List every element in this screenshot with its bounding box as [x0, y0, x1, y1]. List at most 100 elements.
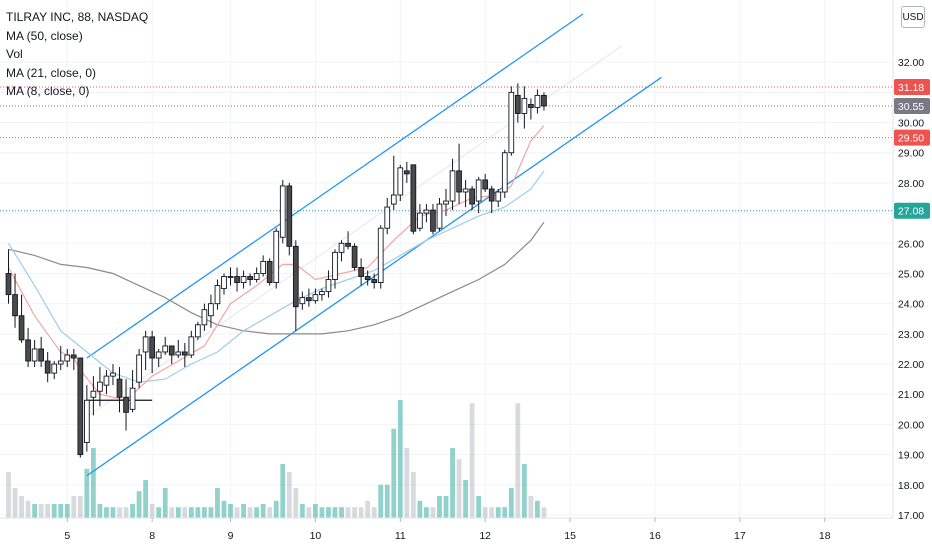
candle [18, 315, 25, 341]
candle [332, 251, 338, 280]
volume-bar [64, 504, 70, 520]
candle [423, 209, 430, 214]
volume-bar [352, 507, 357, 520]
candle [208, 303, 214, 317]
price-tag-label: 29.50 [898, 133, 924, 145]
volume-bar [162, 488, 168, 520]
volume-bar [254, 507, 260, 520]
candle [266, 260, 273, 283]
candle [501, 152, 508, 193]
candle [279, 185, 286, 238]
volume-bar [12, 488, 18, 520]
volume-bar [38, 504, 44, 520]
volume-bar [136, 491, 142, 520]
volume-bar [19, 496, 24, 520]
candle [97, 381, 103, 392]
time-axis-panel[interactable] [0, 518, 932, 550]
candle [234, 276, 240, 283]
price-tick-label: 18.00 [898, 480, 924, 492]
candle [390, 194, 397, 205]
candle [462, 188, 469, 193]
candle [397, 167, 404, 196]
price-tag [894, 129, 930, 146]
candle [482, 179, 489, 190]
volume-bar [410, 472, 416, 520]
candle [25, 339, 31, 362]
candle [44, 360, 51, 374]
candle [142, 336, 149, 353]
channel-upper-line[interactable] [86, 13, 584, 359]
legend-ma21[interactable]: MA (21, close, 0) [6, 65, 97, 80]
volume-bar [339, 507, 344, 520]
candle [436, 203, 443, 229]
volume-bar [25, 500, 31, 520]
candle [430, 209, 436, 232]
candle [495, 191, 502, 202]
volume-bar [332, 507, 338, 520]
price-tag [894, 78, 930, 95]
time-tick-label: 8 [149, 530, 155, 542]
price-tick-label: 26.00 [898, 238, 924, 250]
volume-bar [234, 507, 240, 520]
legend-ma50[interactable]: MA (50, close) [6, 28, 83, 43]
candle [31, 348, 38, 362]
candle [469, 188, 475, 205]
legend-vol[interactable]: Vol [6, 47, 23, 61]
time-tick-label: 9 [228, 530, 234, 542]
price-tick-label: 19.00 [898, 450, 924, 462]
price-tag [894, 202, 930, 219]
volume-bar [228, 504, 233, 520]
volume-bar [326, 507, 331, 520]
volume-bar [143, 480, 149, 520]
price-tag-label: 30.55 [898, 101, 924, 113]
ma21-line [7, 170, 545, 383]
volume-bar [84, 468, 90, 520]
volume-bar [476, 496, 482, 520]
time-tick-label: 10 [310, 530, 322, 542]
candle [403, 170, 410, 175]
candle [456, 170, 462, 193]
candle [70, 354, 77, 359]
price-tick-label: 24.00 [898, 299, 924, 311]
candle [371, 279, 378, 283]
legend-ma8[interactable]: MA (8, close, 0) [6, 84, 90, 98]
candle [312, 294, 319, 302]
candle [57, 360, 64, 365]
volume-bar [469, 403, 475, 520]
price-tag-label: 27.08 [898, 206, 924, 218]
currency-button[interactable]: USD [901, 6, 925, 28]
volume-bar [58, 504, 64, 520]
volume-bar [306, 507, 312, 520]
candle [541, 94, 547, 107]
volume-bar [417, 500, 423, 520]
chart-legend: TILRAY INC, 88, NASDAQ MA (50, close) Vo… [6, 8, 148, 101]
time-tick-label: 12 [479, 530, 491, 542]
volume-bar [182, 507, 188, 520]
candle [168, 345, 175, 356]
volume-bar [358, 507, 364, 520]
volume-bar [130, 504, 135, 520]
volume-bar [247, 507, 253, 520]
volume-bar [32, 504, 38, 520]
volume-bar [489, 507, 495, 520]
ma50-line [8, 221, 545, 335]
candle [508, 91, 515, 154]
volume-bar [104, 507, 109, 520]
volume-bar [280, 464, 286, 520]
candle [443, 200, 449, 205]
volume-bar [97, 504, 103, 520]
time-tick-label: 16 [649, 530, 661, 542]
candle [116, 378, 123, 398]
candle [227, 276, 234, 278]
candle [299, 297, 306, 305]
candle [221, 276, 227, 290]
volume-bar [541, 507, 547, 520]
candle [214, 285, 221, 305]
candle [103, 375, 110, 386]
volume-bar [313, 504, 318, 520]
candle [345, 242, 351, 247]
candle [110, 372, 116, 377]
volume-bar [528, 496, 534, 520]
